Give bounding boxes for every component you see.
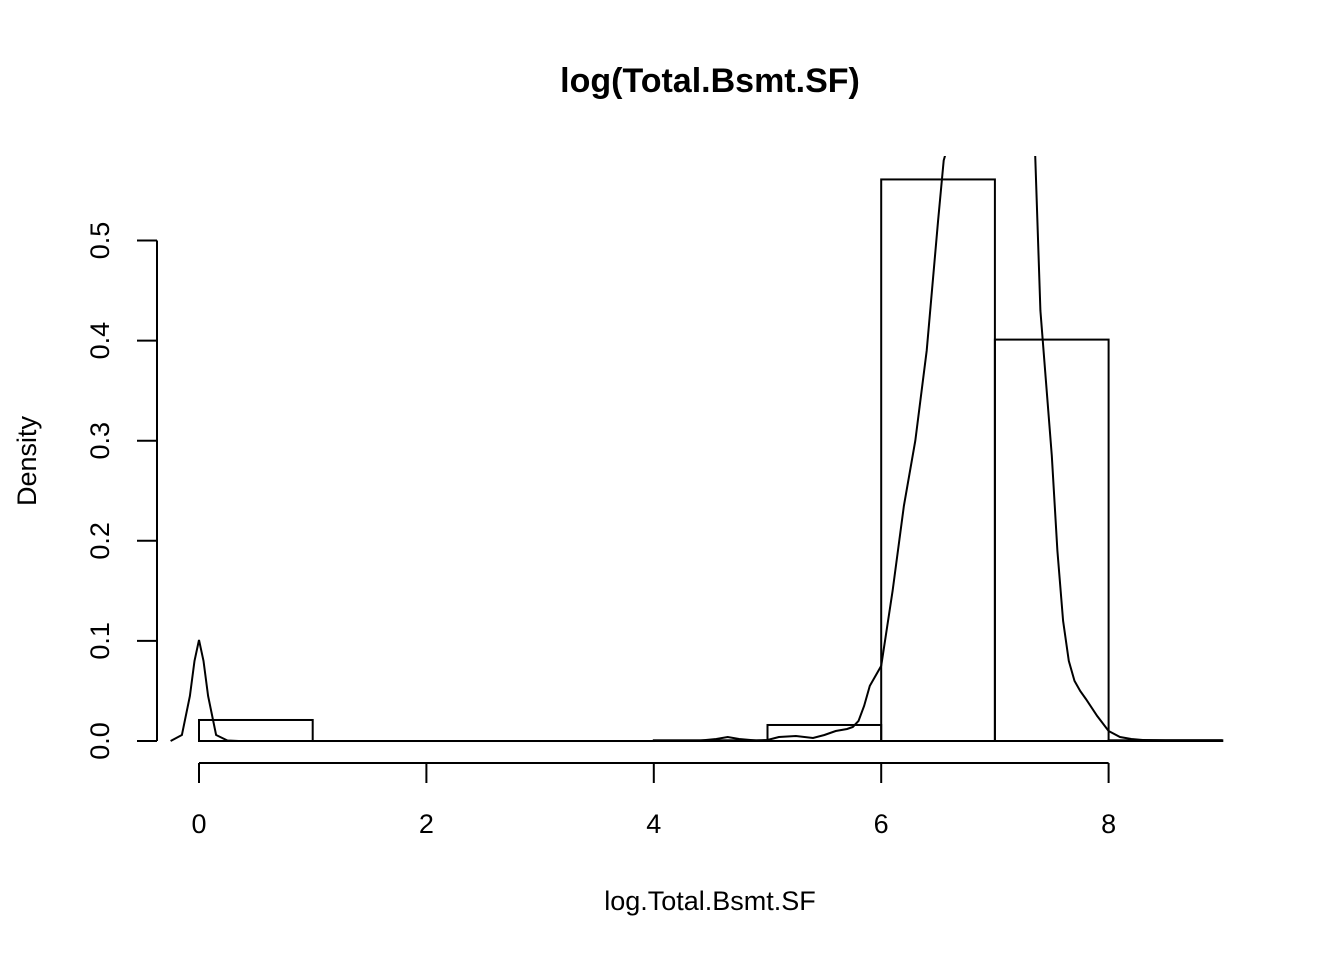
density-curve (170, 156, 1223, 742)
y-tick-label-1: 0.1 (85, 622, 115, 660)
histogram-bar-5 (766, 723, 883, 743)
y-axis: 0.0 0.1 0.2 0.3 0.4 0.5 (85, 222, 158, 760)
x-tick-label-0: 0 (191, 809, 206, 839)
y-axis-label: Density (12, 415, 42, 506)
density-curve-group (170, 156, 1223, 742)
histogram-bar-7 (993, 338, 1110, 742)
y-tick-label-4: 0.4 (85, 322, 115, 360)
x-tick-label-1: 2 (419, 809, 434, 839)
x-tick-label-2: 4 (646, 809, 661, 839)
y-tick-label-5: 0.5 (85, 222, 115, 260)
x-axis-label: log.Total.Bsmt.SF (604, 886, 816, 916)
x-tick-label-3: 6 (874, 809, 889, 839)
x-axis: 0 2 4 6 8 (191, 762, 1116, 839)
y-tick-label-0: 0.0 (85, 722, 115, 760)
y-tick-label-3: 0.3 (85, 422, 115, 460)
y-tick-label-2: 0.2 (85, 522, 115, 560)
chart-title: log(Total.Bsmt.SF) (560, 62, 860, 100)
histogram-bar-6 (880, 178, 996, 742)
x-tick-label-4: 8 (1101, 809, 1116, 839)
